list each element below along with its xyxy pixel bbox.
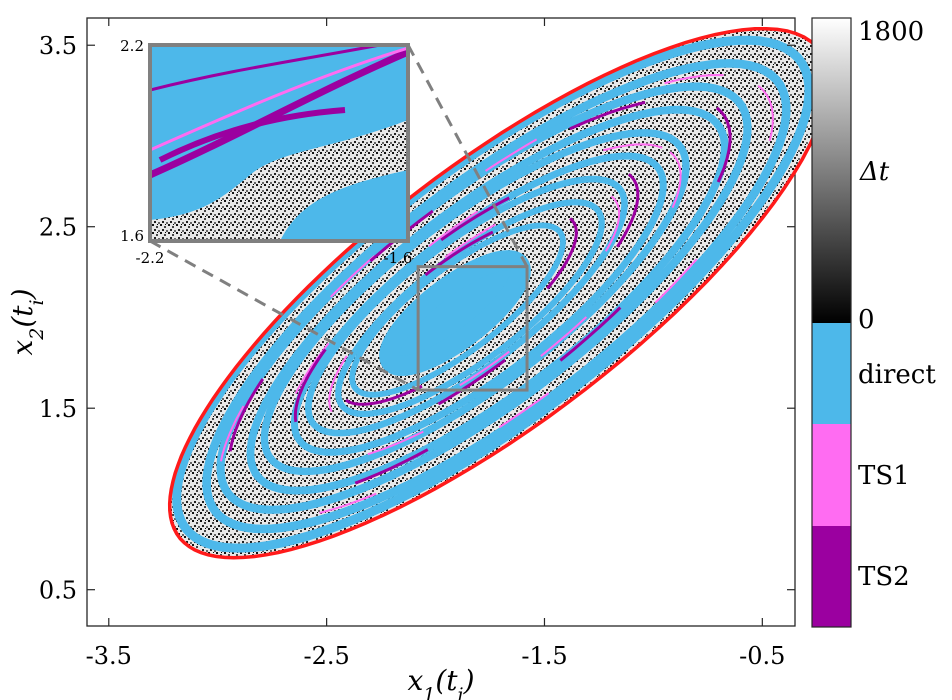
colorbar-ts2-label: TS2: [858, 562, 910, 592]
colorbar-ts1: [812, 424, 851, 526]
x-tick-label: -3.5: [86, 642, 132, 670]
direct-band: [246, 105, 729, 495]
ts2-streak: [293, 165, 640, 445]
colorbar-max-label: 1800: [858, 17, 924, 47]
colorbar-min-label: 0: [858, 305, 875, 335]
inset-ts2-band: [150, 48, 408, 179]
x-tick-label: -2.5: [303, 642, 349, 670]
y-axis-label: x2(ti): [6, 288, 48, 355]
colorbar-gradient: [812, 18, 851, 323]
inset: 2.2 1.6 -2.2 -1.6: [120, 37, 412, 267]
direct-band: [172, 35, 814, 553]
inset-ts2-band: [158, 107, 346, 163]
ts1-streak: [328, 189, 621, 425]
x-tick-label: -0.5: [739, 642, 785, 670]
colorbar-title: Δt: [859, 157, 890, 187]
ts2-streak: [337, 212, 578, 406]
colorbar-direct-label: direct: [858, 360, 936, 390]
y-tick-label: 3.5: [39, 32, 77, 60]
inset-direct-region: [280, 170, 408, 241]
inset-ytick-top: 2.2: [120, 37, 144, 55]
direct-core: [379, 250, 531, 376]
direct-band: [304, 175, 628, 437]
y-tick-label: 0.5: [39, 577, 77, 605]
zoom-connector-top: [406, 44, 529, 268]
direct-band: [349, 222, 566, 398]
x-axis-label: x1(ti): [407, 664, 474, 700]
colorbar-ts1-label: TS1: [858, 461, 910, 491]
x-tick-label: -1.5: [521, 642, 567, 670]
x-ticks: -3.5 -2.5 -1.5 -0.5: [86, 18, 785, 670]
direct-band: [260, 129, 690, 476]
colorbar-ts2: [812, 526, 851, 627]
zoom-connector-bottom: [149, 239, 419, 392]
boundary-curve: [167, 26, 831, 560]
zoom-box: [416, 265, 529, 392]
inset-frame: [148, 43, 410, 243]
inset-ts1-band: [150, 46, 408, 152]
inset-direct-region: [150, 45, 408, 220]
colorbar-direct: [812, 323, 851, 424]
ts1-streak: [218, 73, 774, 521]
inset-xtick-right: -1.6: [384, 249, 413, 267]
y-tick-label: 2.5: [39, 214, 77, 242]
colorbar: 1800 Δt 0 direct TS1 TS2: [811, 17, 936, 628]
basin-map: [167, 26, 831, 560]
inset-xtick-left: -2.2: [136, 249, 165, 267]
inset-ts2-band: [150, 45, 381, 92]
y-ticks: 0.5 1.5 2.5 3.5: [39, 32, 795, 605]
y-tick-label: 1.5: [39, 395, 77, 423]
direct-band: [202, 59, 791, 534]
inset-ytick-bottom: 1.6: [120, 227, 144, 245]
